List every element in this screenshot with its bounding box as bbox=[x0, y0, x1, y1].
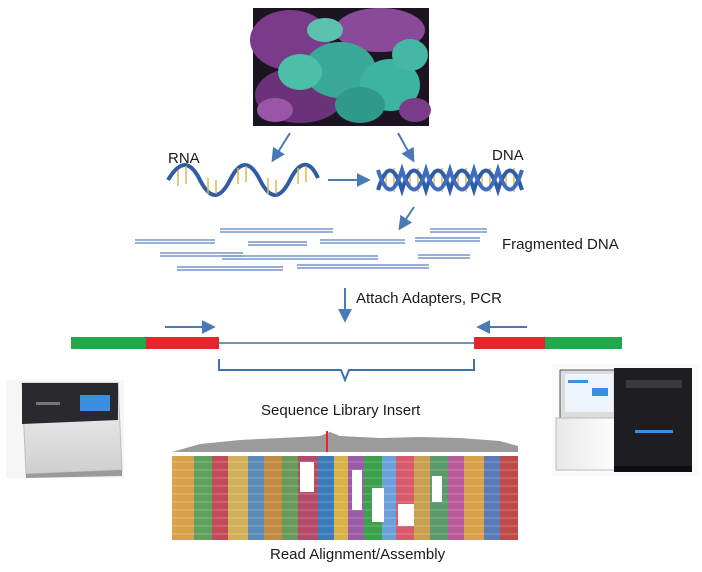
dna-double-helix-icon bbox=[376, 163, 524, 197]
fragmented-dna-label: Fragmented DNA bbox=[502, 236, 619, 253]
fragment bbox=[177, 266, 283, 271]
insert-bracket bbox=[218, 359, 475, 383]
fragment bbox=[297, 264, 429, 269]
arrow-to-rna bbox=[271, 132, 291, 163]
arrow-to-fragments bbox=[398, 206, 415, 231]
benchtop-sequencer-icon bbox=[6, 380, 124, 478]
arrow-to-dna bbox=[397, 132, 415, 163]
cell-micrograph-image bbox=[250, 8, 431, 126]
dna-fragments bbox=[135, 228, 487, 271]
left-adapter-red bbox=[146, 337, 219, 349]
right-adapter-red bbox=[474, 337, 546, 349]
fragment bbox=[220, 228, 333, 233]
dna-label: DNA bbox=[492, 147, 524, 164]
fragment bbox=[430, 228, 487, 233]
left-adapter-green bbox=[71, 337, 147, 349]
read-alignment-assembly-label: Read Alignment/Assembly bbox=[270, 546, 446, 563]
right-adapter-green bbox=[545, 337, 622, 349]
hiseq-sequencer-icon bbox=[552, 364, 698, 476]
fragment bbox=[418, 254, 470, 259]
read-alignment-view bbox=[172, 430, 518, 542]
adapter-construct bbox=[71, 337, 622, 349]
rna-label: RNA bbox=[168, 150, 200, 167]
fragment bbox=[222, 255, 378, 260]
fragment bbox=[320, 239, 405, 244]
sequence-library-insert-label: Sequence Library Insert bbox=[261, 402, 421, 419]
fragment bbox=[415, 237, 480, 242]
fragment bbox=[135, 239, 215, 244]
fragment bbox=[248, 241, 307, 246]
rna-helix-icon bbox=[166, 162, 320, 197]
attach-adapters-label: Attach Adapters, PCR bbox=[356, 290, 502, 307]
